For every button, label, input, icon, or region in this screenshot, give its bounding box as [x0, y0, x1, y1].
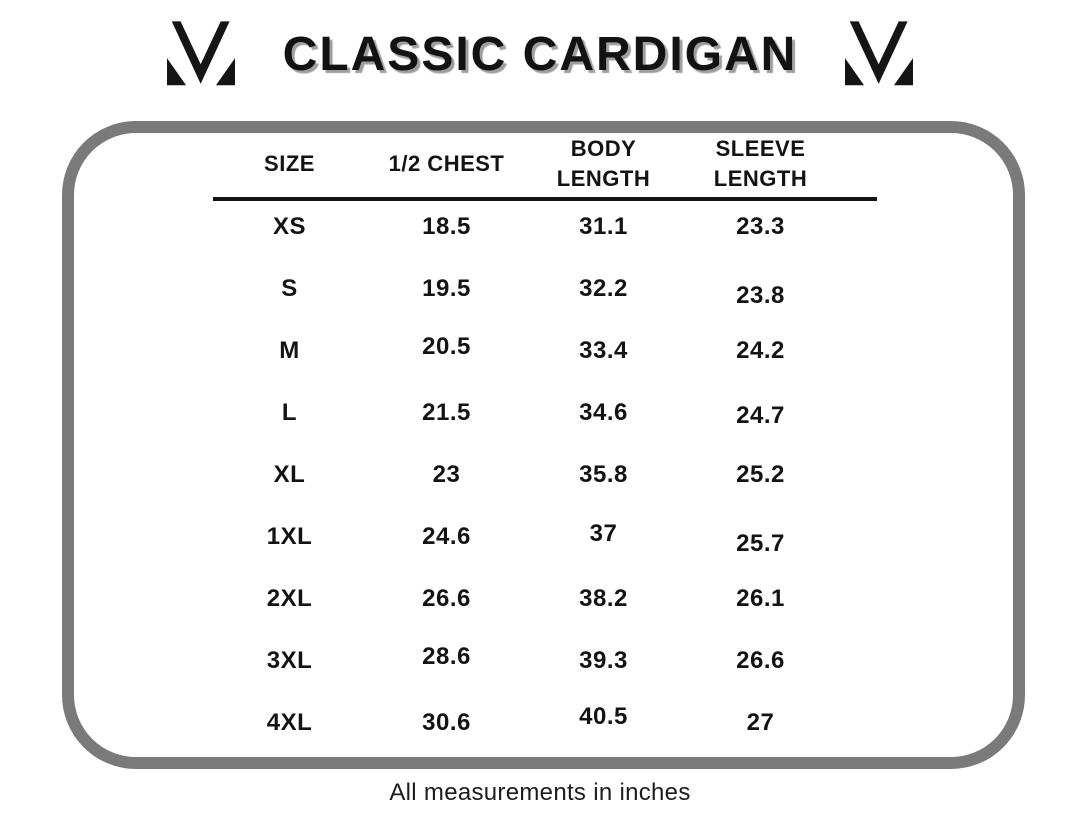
cell-body-length: 37	[589, 520, 618, 547]
column-header-line: SIZE	[264, 151, 315, 176]
table-row: XS 18.5 31.1 23.3	[211, 196, 839, 258]
column-header-line: SLEEVE	[715, 136, 806, 161]
table-row: 1XL 24.6 37 25.7	[211, 506, 839, 568]
cell-size: L	[281, 399, 298, 426]
cell-half-chest: 30.6	[422, 709, 471, 736]
cell-half-chest: 19.5	[422, 275, 471, 302]
column-header-line: LENGTH	[713, 166, 808, 191]
mv-monogram-icon	[845, 21, 914, 86]
cell-size: S	[281, 275, 298, 302]
cell-body-length: 35.8	[579, 461, 628, 488]
cell-sleeve-length: 23.8	[736, 282, 785, 309]
cell-body-length: 38.2	[579, 585, 628, 612]
cell-sleeve-length: 27	[746, 709, 775, 736]
cell-size: 2XL	[266, 585, 313, 612]
column-header-sleeve-length: SLEEVE LENGTH	[682, 133, 839, 195]
column-header-line: BODY	[570, 136, 637, 161]
page-title: CLASSIC CARDIGAN	[282, 27, 798, 81]
cell-sleeve-length: 26.6	[736, 647, 785, 674]
size-chart-table: XS 18.5 31.1 23.3 S 19.5 32.2 23.8 M 20.…	[211, 196, 839, 754]
cell-size: 4XL	[266, 709, 313, 736]
cell-body-length: 39.3	[579, 647, 628, 674]
cell-body-length: 40.5	[579, 703, 628, 730]
table-row: L 21.5 34.6 24.7	[211, 382, 839, 444]
cell-half-chest: 23	[432, 461, 461, 488]
cell-half-chest: 26.6	[422, 585, 471, 612]
cell-size: XL	[273, 461, 306, 488]
cell-body-length: 33.4	[579, 337, 628, 364]
cell-size: XS	[272, 213, 306, 240]
cell-sleeve-length: 23.3	[736, 213, 785, 240]
measurements-note: All measurements in inches	[389, 779, 691, 806]
column-header-line: LENGTH	[556, 166, 651, 191]
cell-half-chest: 20.5	[422, 333, 471, 360]
table-row: XL 23 35.8 25.2	[211, 444, 839, 506]
brand-logo-right	[843, 20, 915, 88]
column-header-half-chest: 1/2 CHEST	[368, 133, 525, 195]
header-divider	[213, 197, 877, 201]
cell-sleeve-length: 26.1	[736, 585, 785, 612]
table-row: 2XL 26.6 38.2 26.1	[211, 568, 839, 630]
table-row: 4XL 30.6 40.5 27	[211, 692, 839, 754]
table-header-row: SIZE 1/2 CHEST BODY LENGTH SLEEVE LENGTH	[211, 133, 839, 195]
table-row: 3XL 28.6 39.3 26.6	[211, 630, 839, 692]
column-header-body-length: BODY LENGTH	[525, 133, 682, 195]
cell-half-chest: 21.5	[422, 399, 471, 426]
brand-logo-left	[165, 20, 237, 88]
cell-sleeve-length: 25.2	[736, 461, 785, 488]
cell-sleeve-length: 24.7	[736, 402, 785, 429]
header: CLASSIC CARDIGAN	[0, 2, 1080, 106]
size-chart-frame	[62, 121, 1025, 769]
table-row: M 20.5 33.4 24.2	[211, 320, 839, 382]
cell-size: M	[279, 337, 300, 364]
cell-body-length: 32.2	[579, 275, 628, 302]
column-header-size: SIZE	[211, 133, 368, 195]
cell-sleeve-length: 25.7	[736, 530, 785, 557]
cell-half-chest: 28.6	[422, 643, 471, 670]
cell-sleeve-length: 24.2	[736, 337, 785, 364]
cell-body-length: 31.1	[579, 213, 628, 240]
mv-monogram-icon	[166, 21, 235, 86]
cell-half-chest: 24.6	[422, 523, 471, 550]
column-header-line: 1/2 CHEST	[388, 151, 505, 176]
table-row: S 19.5 32.2 23.8	[211, 258, 839, 320]
cell-size: 1XL	[266, 523, 313, 550]
cell-body-length: 34.6	[579, 399, 628, 426]
cell-size: 3XL	[266, 647, 313, 674]
cell-half-chest: 18.5	[422, 213, 471, 240]
